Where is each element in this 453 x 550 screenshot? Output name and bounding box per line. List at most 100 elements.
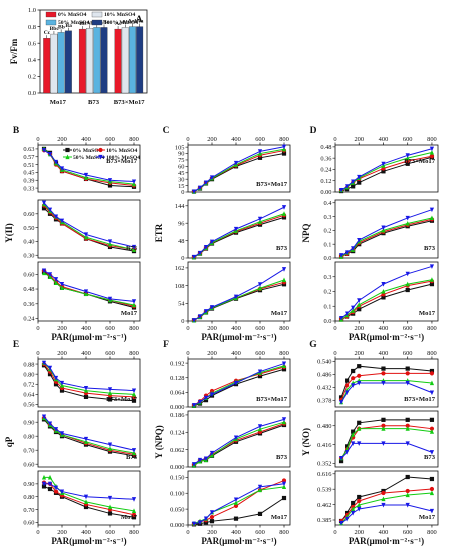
data-point [41,200,47,206]
subplot-frame [37,358,141,408]
data-point [429,146,435,152]
data-point [131,244,137,250]
data-point [357,307,362,312]
data-point [257,369,263,375]
data-point [281,481,287,487]
data-point [257,424,263,429]
bar-significance-label: Ac [115,21,122,27]
data-point [429,486,435,492]
ytick-label: 0.88 [23,361,34,368]
data-point [429,417,435,422]
data-point [203,520,209,525]
data-point [351,305,356,311]
data-point [357,373,362,378]
series-line [43,203,135,251]
top-xtick-label: 400 [379,136,389,143]
series-line [43,205,135,251]
data-point [131,497,137,502]
data-point [357,441,362,446]
data-point [429,368,435,374]
bottom-xtick-label: 200 [354,325,364,332]
ytick-label: 108 [175,283,185,290]
genotype-label: Mo17 [121,514,138,521]
bar-significance-label: Aab [128,19,138,25]
ytick-label: 0.186 [170,412,184,419]
genotype-label: B73×Mo17 [404,396,436,403]
data-point [53,382,59,387]
bar-significance-label: Ab [86,20,93,26]
panel-a-ytick-label: 0.2 [28,74,36,81]
bottom-xtick-label: 600 [255,325,265,332]
genotype-label: B73 [276,245,288,252]
y-axis-label: Y (NPQ) [154,425,164,458]
top-xtick-label: 800 [279,136,289,143]
top-xtick-label: 600 [105,136,115,143]
top-xtick-label: 400 [231,136,241,143]
bar-significance-label: Cc [44,30,51,36]
series-line [43,270,135,302]
data-point [338,400,344,405]
data-point [429,380,435,386]
data-point [345,378,350,383]
top-xtick-label: 0 [36,350,39,357]
ytick-label: 0.000 [170,522,184,529]
panel-letter: D [310,126,317,136]
data-point [381,289,386,294]
data-point [47,272,53,277]
ytick-label: 0.000 [170,404,184,411]
top-xtick-label: 600 [403,350,413,357]
data-point [338,456,344,461]
bottom-xtick-label: 200 [207,325,217,332]
data-point [429,426,435,431]
data-point [53,280,59,285]
data-point [233,380,239,386]
data-point [203,309,209,314]
bottom-xtick-label: 600 [403,325,413,332]
data-point [381,161,386,167]
ytick-label: 0.60 [23,271,34,278]
ytick-label: 0.064 [170,390,185,397]
y-axis-label: ETR [154,223,164,242]
data-point [429,450,435,455]
bottom-xtick-label: 800 [279,325,289,332]
data-point [281,277,287,283]
data-point [233,503,239,509]
data-point [233,497,239,503]
data-point [357,426,362,431]
data-point [257,487,263,493]
data-point [257,484,263,490]
data-point [47,474,53,480]
data-point [429,277,435,282]
subplot-frame [37,261,141,322]
data-point [381,295,386,300]
bottom-xtick-label: 0 [36,325,39,332]
data-point [191,254,197,260]
bottom-xtick-label: 800 [279,529,289,536]
ytick-label: 0.128 [170,375,184,382]
ytick-label: 0.70 [23,507,34,514]
data-point [107,183,113,188]
bottom-xtick-label: 400 [231,529,241,536]
data-point [351,432,356,437]
data-point [83,394,89,399]
bar [114,28,122,94]
data-point [429,371,435,376]
data-point [107,296,113,302]
ytick-label: 0.36 [23,301,34,308]
x-axis-label: PAR(μmol·m⁻²·s⁻¹) [349,536,424,546]
data-point [47,152,53,157]
bottom-xtick-label: 200 [354,529,364,536]
data-point [191,189,197,195]
data-point [351,376,356,381]
genotype-label: B73 [126,245,138,252]
data-point [53,427,59,432]
data-point [47,365,53,371]
data-point [281,144,287,150]
data-point [338,253,344,258]
data-point [59,282,65,287]
bottom-xtick-label: 400 [231,325,241,332]
data-point [357,498,362,504]
top-xtick-label: 800 [427,350,437,357]
data-point [405,153,410,158]
data-point [351,308,356,313]
